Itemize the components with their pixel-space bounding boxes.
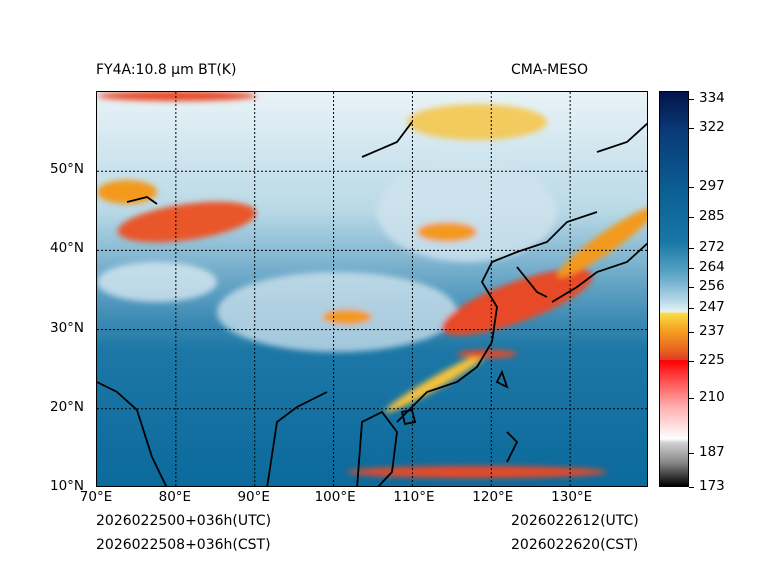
map-canvas xyxy=(97,92,647,486)
colorbar-tick-label: 264 xyxy=(699,259,725,275)
colorbar-tick-label: 247 xyxy=(699,299,725,315)
coastlines xyxy=(97,121,647,486)
colorbar-tick xyxy=(689,308,694,309)
colorbar-tick-label: 256 xyxy=(699,278,725,294)
lat-tick-label: 50°N xyxy=(50,161,85,178)
lon-tick-label: 100°E xyxy=(314,489,356,505)
init-time-cst: 2026022508+036h(CST) xyxy=(96,537,271,553)
lat-tick-label: 30°N xyxy=(50,319,85,336)
valid-time-cst: 2026022620(CST) xyxy=(511,537,639,553)
valid-time-utc: 2026022612(UTC) xyxy=(511,513,639,529)
colorbar-tick xyxy=(689,453,694,454)
colorbar-tick xyxy=(689,99,694,100)
colorbar-tick-label: 237 xyxy=(699,323,725,339)
colorbar-tick xyxy=(689,128,694,129)
colorbar-tick xyxy=(689,248,694,249)
product-title: FY4A:10.8 µm BT(K) xyxy=(96,62,237,78)
lat-tick-label: 40°N xyxy=(50,240,85,257)
init-time-utc: 2026022500+036h(UTC) xyxy=(96,513,272,529)
colorbar-tick-label: 334 xyxy=(699,90,725,106)
lon-tick-label: 120°E xyxy=(472,489,514,505)
colorbar-tick-label: 187 xyxy=(699,444,725,460)
colorbar xyxy=(659,91,689,487)
lon-tick-label: 130°E xyxy=(551,489,593,505)
lat-tick-label: 20°N xyxy=(50,398,85,415)
colorbar-tick-label: 225 xyxy=(699,352,725,368)
colorbar-tick xyxy=(689,217,694,218)
colorbar-tick xyxy=(689,268,694,269)
lon-tick-label: 110°E xyxy=(393,489,435,505)
colorbar-tick xyxy=(689,187,694,188)
lon-tick-label: 70°E xyxy=(79,489,113,505)
colorbar-tick-label: 285 xyxy=(699,208,725,224)
colorbar-tick xyxy=(689,487,694,488)
colorbar-tick-label: 322 xyxy=(699,119,725,135)
satellite-map xyxy=(96,91,648,487)
model-title: CMA-MESO xyxy=(511,62,589,78)
lat-tick-label: 10°N xyxy=(50,478,85,494)
cloud-field xyxy=(97,92,647,478)
colorbar-tick xyxy=(689,287,694,288)
lon-tick-label: 90°E xyxy=(237,489,270,505)
colorbar-tick-label: 272 xyxy=(699,239,725,255)
colorbar-tick xyxy=(689,398,694,399)
colorbar-tick xyxy=(689,361,694,362)
colorbar-tick xyxy=(689,332,694,333)
graticule xyxy=(97,92,647,486)
colorbar-tick-label: 210 xyxy=(699,389,725,405)
colorbar-tick-label: 173 xyxy=(699,478,725,494)
colorbar-tick-label: 297 xyxy=(699,178,725,194)
lon-tick-label: 80°E xyxy=(158,489,192,505)
